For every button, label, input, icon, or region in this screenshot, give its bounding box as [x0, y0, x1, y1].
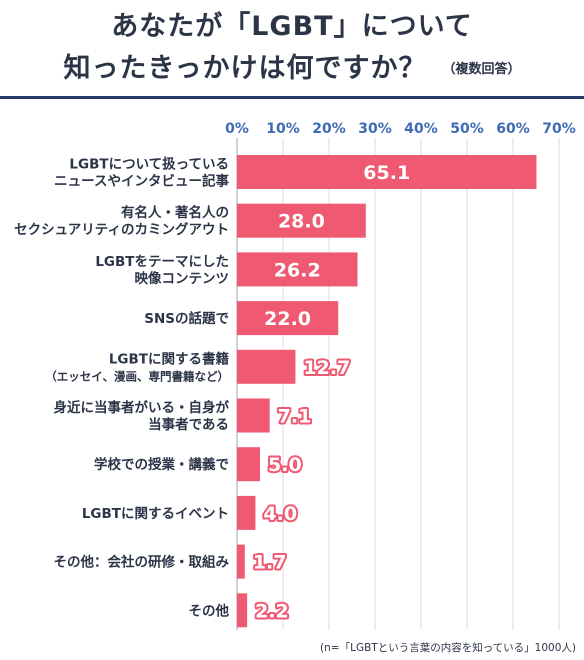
category-label: セクシュアリティのカミングアウト	[14, 221, 229, 238]
bar	[237, 252, 358, 287]
category-label: LGBTに関するイベント	[82, 506, 229, 522]
bar	[237, 301, 339, 336]
category-label: その他	[189, 602, 230, 619]
bar	[237, 349, 296, 384]
x-tick-label: 20%	[312, 121, 346, 137]
category-label: その他：会社の研修・取組み	[54, 554, 230, 571]
title-divider	[0, 96, 584, 99]
x-tick-label: 50%	[450, 121, 484, 137]
category-label: 映像コンテンツ	[135, 270, 230, 287]
x-tick-label: 30%	[358, 121, 392, 137]
bar-chart: 0% 10% 20% 30% 40% 50% 60% 70% LGBTについて扱っているニュース…	[14, 121, 576, 630]
value-label: 5.0	[268, 454, 302, 476]
value-label: 4.0	[263, 503, 297, 525]
bar	[237, 203, 366, 238]
value-label: 22.0	[264, 308, 311, 330]
value-label: 1.7	[253, 552, 287, 574]
value-label: 12.7	[303, 357, 350, 379]
category-label: LGBTに関する書籍	[109, 350, 229, 367]
category-label: 当事者である	[148, 416, 229, 433]
bar	[237, 398, 270, 433]
category-label: 身近に当事者がいる・自身が	[54, 399, 230, 416]
x-tick-label: 70%	[542, 121, 576, 137]
chart-title: あなたが「LGBT」について 知ったきっかけは何ですか？ （複数回答）	[0, 6, 584, 91]
x-tick-label: 10%	[266, 121, 300, 137]
value-label: 7.1	[278, 406, 312, 428]
category-label: （エッセイ、漫画、専門書籍など）	[45, 369, 229, 383]
category-label: 学校での授業・講義で	[94, 456, 229, 473]
bar	[237, 155, 537, 189]
value-label: 2.2	[255, 600, 289, 622]
category-label: SNSの話題で	[144, 310, 229, 327]
value-label: 65.1	[363, 162, 410, 184]
category-label: LGBTについて扱っている	[69, 156, 229, 173]
bar	[237, 593, 248, 628]
x-tick-label: 40%	[404, 121, 438, 137]
title-line-1: あなたが「LGBT」について	[111, 11, 473, 42]
value-label: 26.2	[274, 259, 321, 281]
title-note: （複数回答）	[442, 61, 521, 77]
category-label: LGBTをテーマにした	[95, 254, 229, 270]
bar	[237, 447, 260, 482]
value-label: 28.0	[278, 211, 325, 233]
category-label: ニュースやインタビュー記事	[54, 173, 229, 190]
title-line-2: 知ったきっかけは何ですか？	[63, 53, 427, 84]
x-tick-label: 60%	[496, 121, 530, 137]
bar	[237, 544, 245, 579]
x-tick-label: 0%	[225, 121, 249, 137]
title-line-2-wrap: 知ったきっかけは何ですか？ （複数回答）	[0, 48, 584, 91]
bar	[237, 495, 256, 530]
category-label: 有名人・著名人の	[121, 204, 229, 221]
footnote: (n=「LGBTという言葉の内容を知っている」1000人)	[320, 642, 576, 654]
